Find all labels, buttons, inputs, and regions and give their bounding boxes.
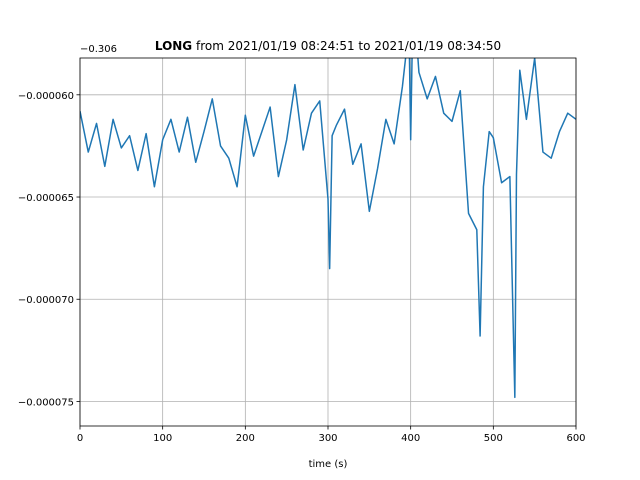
y-tick-label: −0.000065: [18, 193, 74, 204]
y-offset-label: −0.306: [80, 44, 117, 55]
y-tick-label: −0.000075: [18, 397, 74, 408]
chart-title: LONG from 2021/01/19 08:24:51 to 2021/01…: [155, 39, 501, 53]
x-tick-label: 200: [236, 433, 255, 444]
title-station: LONG: [155, 39, 192, 53]
x-tick-label: 600: [566, 433, 585, 444]
y-tick-label: −0.000060: [18, 91, 74, 102]
plot-frame: [79, 57, 577, 427]
x-tick-label: 100: [153, 433, 172, 444]
series-line: [80, 58, 576, 399]
y-tick-label: −0.000070: [18, 295, 74, 306]
x-tick-label: 500: [484, 433, 503, 444]
title-time-range: from 2021/01/19 08:24:51 to 2021/01/19 0…: [192, 39, 501, 53]
axis-ticks: 0100200300400500600−0.000055−0.000060−0.…: [18, 91, 586, 444]
data-series: [80, 58, 576, 399]
x-tick-label: 400: [401, 433, 420, 444]
x-tick-label: 0: [77, 433, 83, 444]
x-axis-label: time (s): [309, 459, 348, 470]
x-tick-label: 300: [318, 433, 337, 444]
